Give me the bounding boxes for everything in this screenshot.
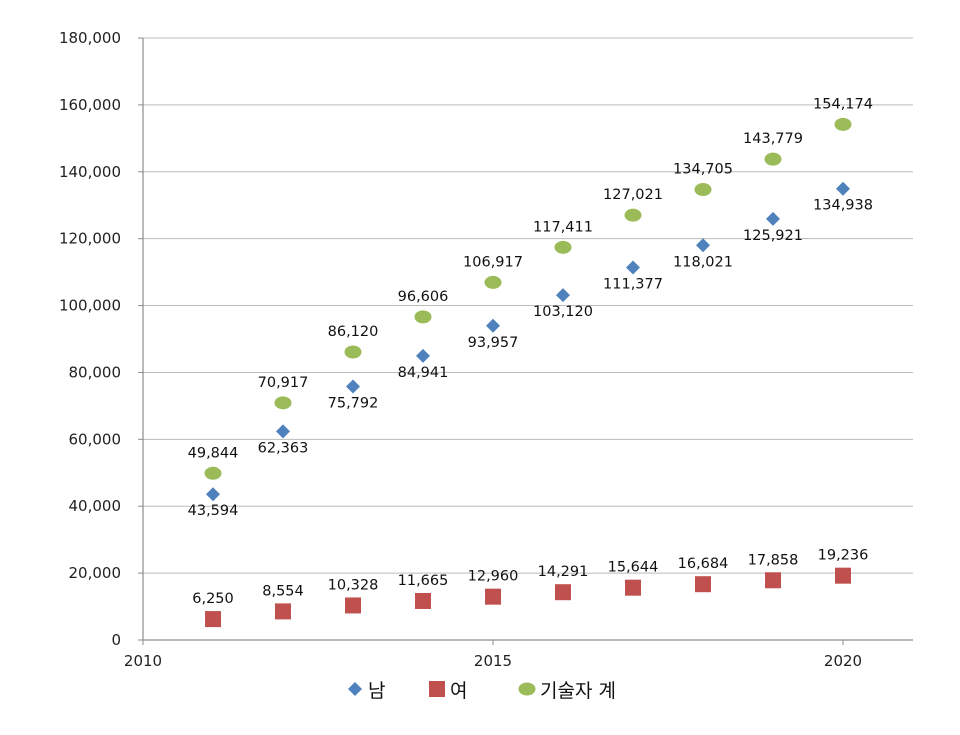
data-point <box>275 603 291 620</box>
data-point <box>764 152 782 166</box>
data-label: 143,779 <box>743 131 803 147</box>
data-label: 93,957 <box>468 335 519 351</box>
data-point <box>626 260 640 275</box>
data-point <box>834 117 852 131</box>
data-point <box>694 182 712 196</box>
data-point <box>486 318 500 333</box>
data-label: 134,705 <box>673 161 733 177</box>
legend-marker <box>518 682 536 696</box>
data-point <box>554 240 572 254</box>
data-label: 111,377 <box>603 277 663 293</box>
data-point <box>836 181 850 196</box>
data-label: 11,665 <box>398 573 449 589</box>
data-point <box>556 288 570 303</box>
x-axis-ticks: 2010 2015 2020 <box>124 652 862 670</box>
series-2 <box>205 567 851 628</box>
data-point <box>414 310 432 324</box>
data-label: 134,938 <box>813 198 873 214</box>
y-tick-label: 160,000 <box>59 96 121 114</box>
data-point <box>835 567 851 584</box>
x-tick-label: 2020 <box>824 652 862 670</box>
y-tick-label: 140,000 <box>59 163 121 181</box>
legend-marker <box>429 681 445 697</box>
data-label: 125,921 <box>743 228 803 244</box>
data-point <box>624 208 642 222</box>
data-label: 19,236 <box>818 548 869 564</box>
data-point <box>274 396 292 410</box>
legend-label: 남 <box>368 680 385 702</box>
y-tick-label: 100,000 <box>59 297 121 315</box>
data-label: 75,792 <box>328 396 379 412</box>
data-point <box>625 579 641 596</box>
axes <box>138 37 913 645</box>
data-label: 96,606 <box>398 289 449 305</box>
data-point <box>766 211 780 226</box>
y-tick-label: 80,000 <box>69 363 122 381</box>
data-point <box>416 348 430 363</box>
data-label: 43,594 <box>188 503 239 519</box>
data-point <box>205 611 221 628</box>
data-labels: 43,594 62,363 75,792 84,941 93,957 103,120 111… <box>188 96 873 607</box>
data-point <box>485 588 501 605</box>
data-point <box>415 592 431 609</box>
y-tick-label: 40,000 <box>69 497 122 515</box>
data-point <box>346 379 360 394</box>
data-label: 10,328 <box>328 577 379 593</box>
legend-label: 기술자 계 <box>540 680 616 702</box>
legend-marker <box>348 682 362 696</box>
data-label: 103,120 <box>533 304 593 320</box>
y-tick-label: 120,000 <box>59 230 121 248</box>
data-label: 117,411 <box>533 219 593 235</box>
data-series <box>204 117 852 628</box>
data-label: 17,858 <box>748 552 799 568</box>
data-point <box>696 238 710 253</box>
data-label: 62,363 <box>258 440 309 456</box>
data-label: 84,941 <box>398 365 449 381</box>
y-tick-label: 20,000 <box>69 564 122 582</box>
series-1 <box>206 181 850 502</box>
data-label: 127,021 <box>603 187 663 203</box>
data-point <box>345 597 361 614</box>
data-point <box>204 466 222 480</box>
legend-label: 여 <box>450 680 467 702</box>
data-label: 49,844 <box>188 445 239 461</box>
data-label: 15,644 <box>608 560 659 576</box>
data-point <box>206 487 220 502</box>
y-tick-label: 60,000 <box>69 430 122 448</box>
data-point <box>276 424 290 439</box>
series-3 <box>204 117 852 480</box>
data-label: 14,291 <box>538 564 589 580</box>
data-label: 118,021 <box>673 254 733 270</box>
gridlines <box>143 37 913 574</box>
x-tick-label: 2010 <box>124 652 162 670</box>
y-tick-label: 180,000 <box>59 29 121 47</box>
data-label: 86,120 <box>328 324 379 340</box>
data-point <box>344 345 362 359</box>
legend: 남 여 기술자 계 <box>348 680 616 702</box>
data-point <box>765 572 781 589</box>
data-label: 154,174 <box>813 96 873 112</box>
data-point <box>695 576 711 593</box>
data-label: 16,684 <box>678 556 729 572</box>
data-label: 6,250 <box>192 591 234 607</box>
data-label: 106,917 <box>463 254 523 270</box>
data-point <box>484 275 502 289</box>
data-point <box>555 584 571 601</box>
data-label: 8,554 <box>262 583 304 599</box>
data-label: 70,917 <box>258 375 309 391</box>
data-label: 12,960 <box>468 569 519 585</box>
y-axis-ticks: 0 20,000 40,000 60,000 80,000 100,000 120,000 1… <box>59 29 121 649</box>
x-tick-label: 2015 <box>474 652 512 670</box>
y-tick-label: 0 <box>111 631 121 649</box>
